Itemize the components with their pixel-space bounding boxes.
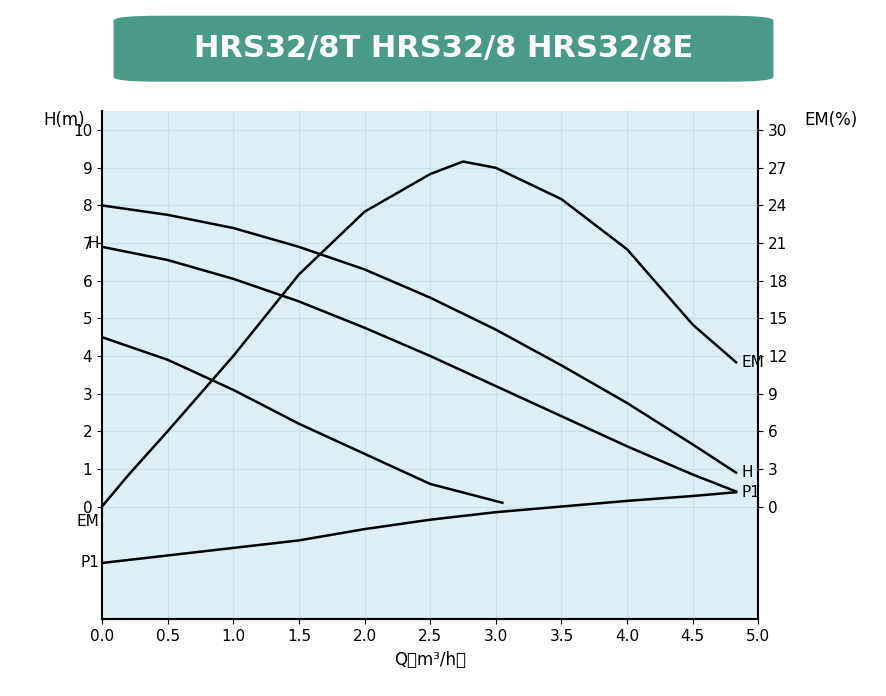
Text: H(m): H(m) xyxy=(43,111,84,129)
X-axis label: Q（m³/h）: Q（m³/h） xyxy=(393,651,466,669)
FancyBboxPatch shape xyxy=(114,17,772,81)
Text: H: H xyxy=(741,465,752,480)
Text: P1: P1 xyxy=(741,484,759,500)
Text: P1: P1 xyxy=(81,555,99,571)
Text: H: H xyxy=(88,235,99,251)
Text: EM(%): EM(%) xyxy=(804,111,857,129)
Text: EM: EM xyxy=(741,355,763,370)
Text: EM: EM xyxy=(76,514,99,529)
Text: HRS32/8T HRS32/8 HRS32/8E: HRS32/8T HRS32/8 HRS32/8E xyxy=(194,34,692,63)
